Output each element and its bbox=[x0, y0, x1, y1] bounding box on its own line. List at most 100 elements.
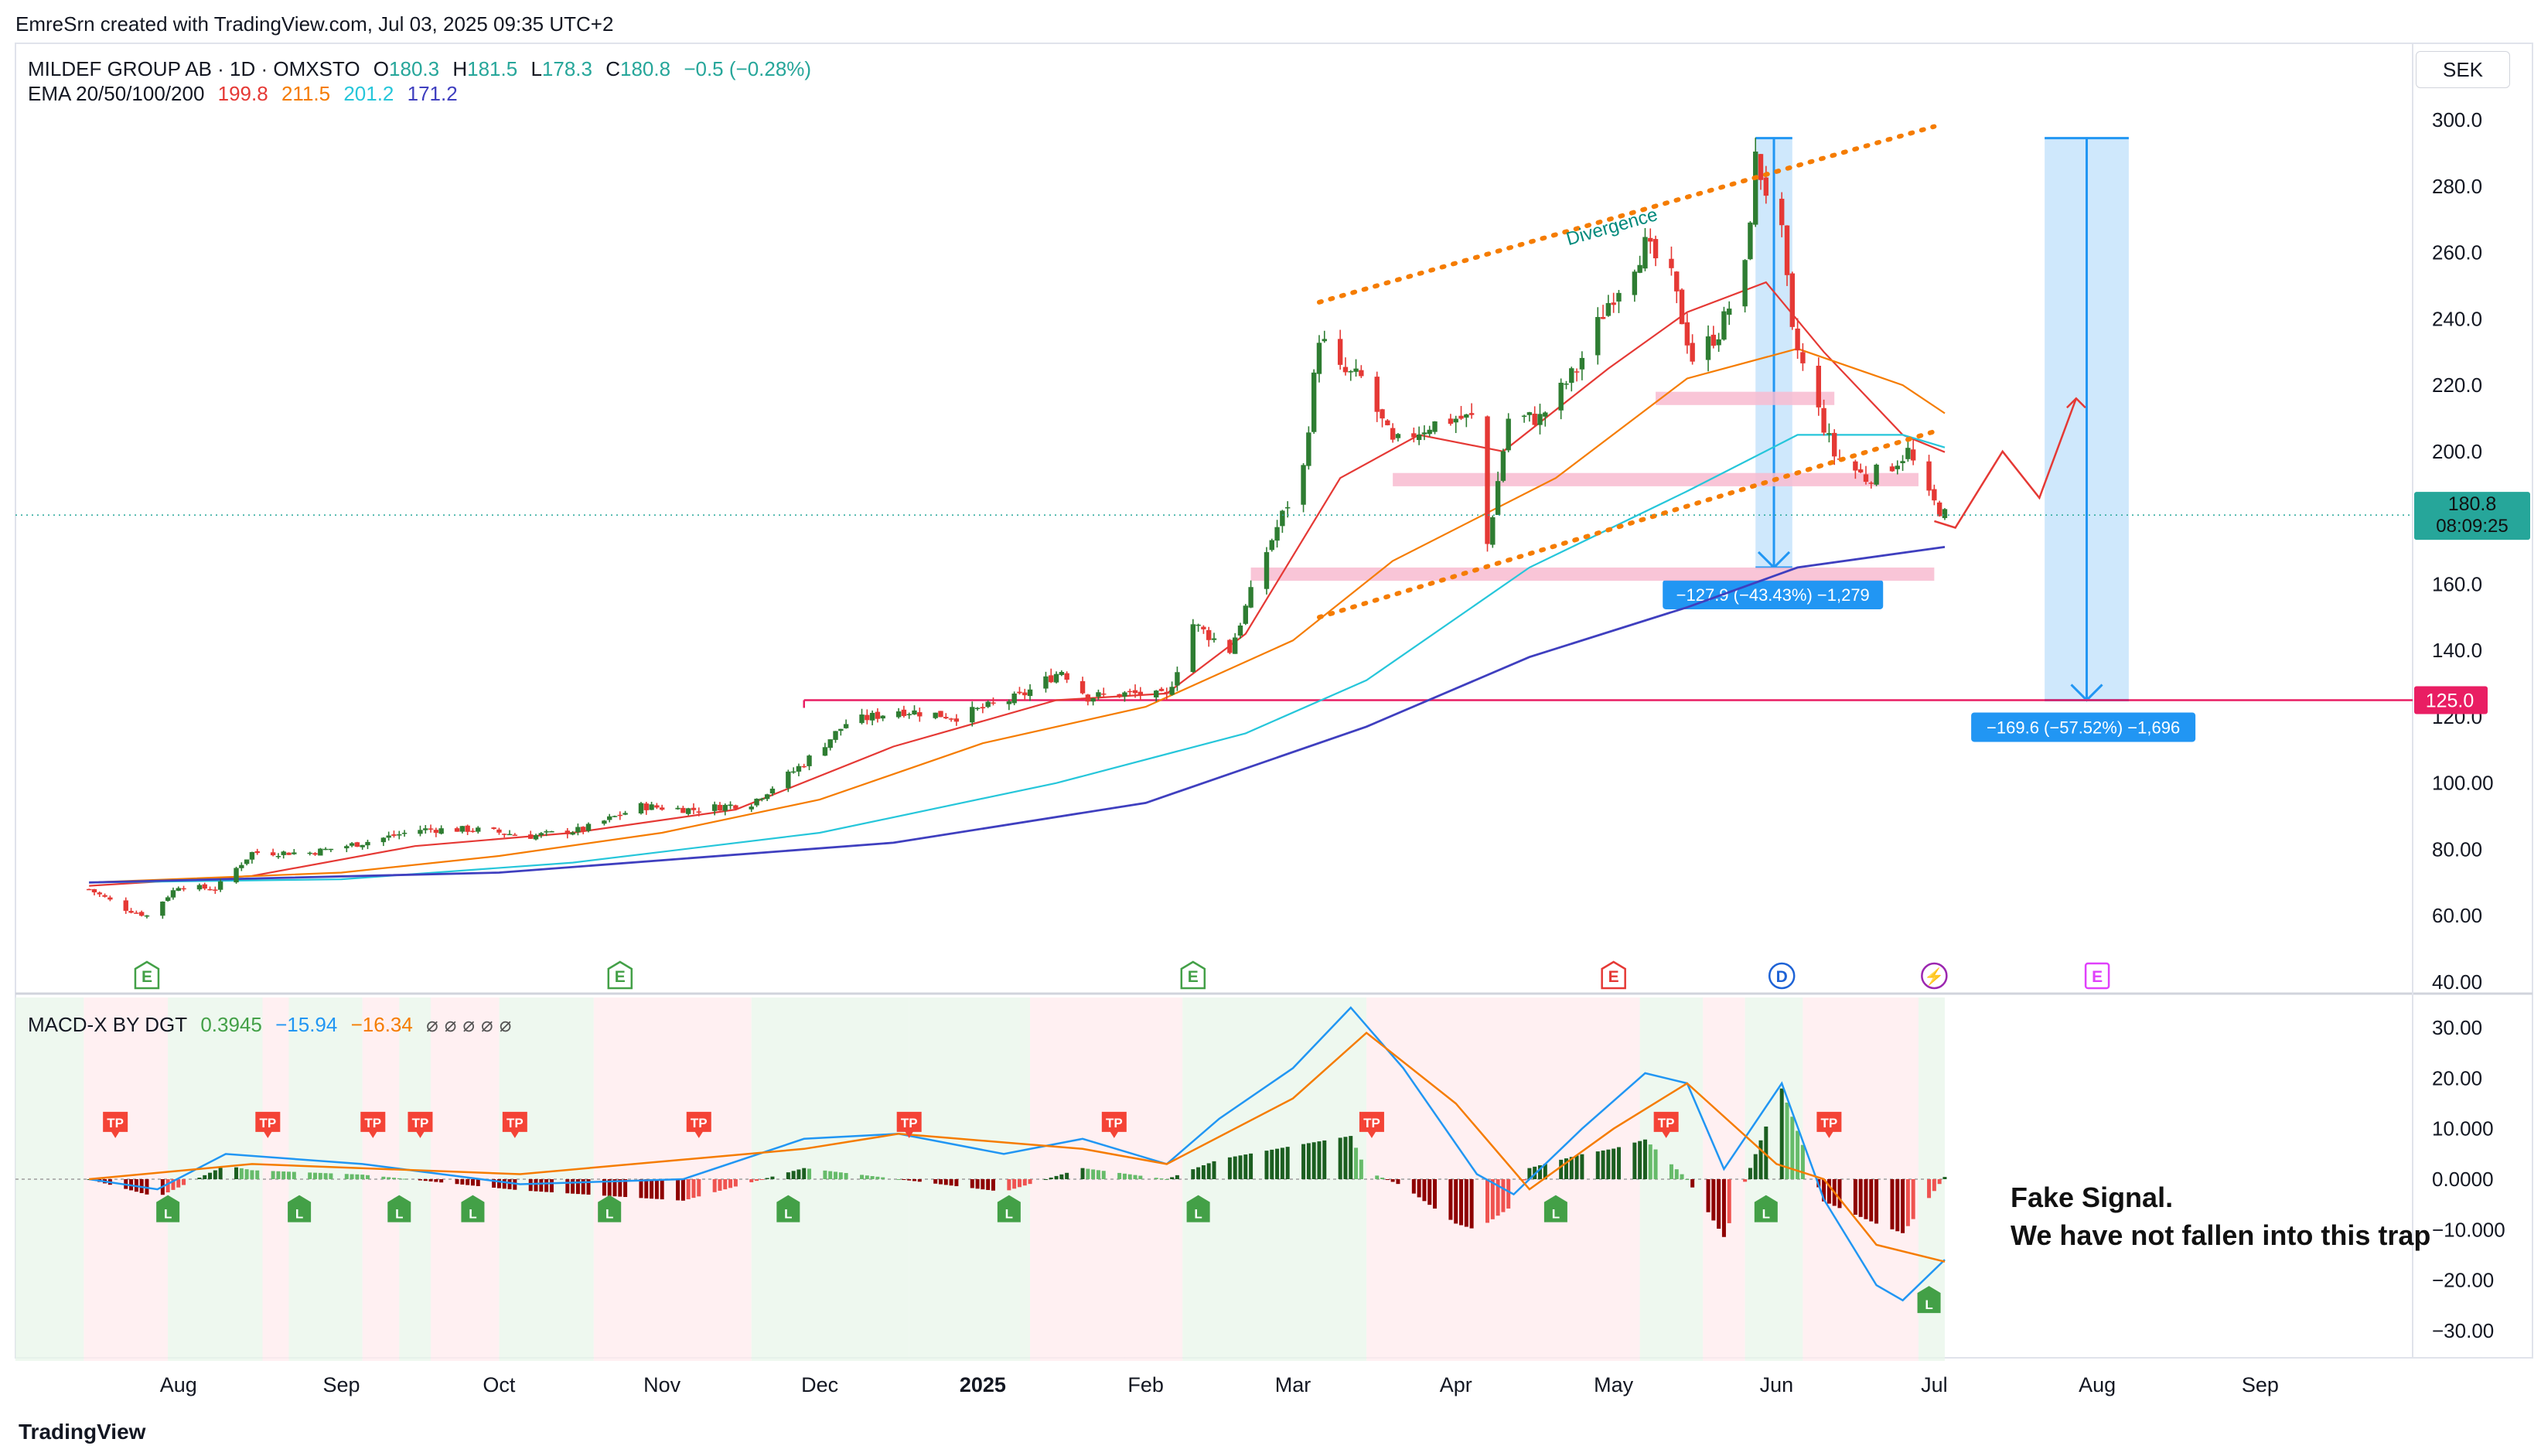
macd-histogram-bar bbox=[1501, 1179, 1506, 1212]
macd-legend[interactable]: MACD-X BY DGT 0.3945 −15.94 −16.34 ⌀⌀⌀⌀⌀ bbox=[28, 1013, 517, 1037]
macd-histogram-bar bbox=[1101, 1171, 1106, 1179]
candle-body bbox=[401, 832, 408, 834]
ema-legend[interactable]: EMA 20/50/100/200 199.8 211.5 201.2 171.… bbox=[28, 82, 458, 106]
macd-histogram-bar bbox=[1065, 1172, 1069, 1179]
event-marker: E bbox=[607, 960, 633, 990]
event-marker-label: E bbox=[1608, 968, 1619, 986]
time-tick-label: Aug bbox=[160, 1373, 197, 1396]
time-tick-label: Sep bbox=[2242, 1373, 2279, 1396]
macd-histogram-bar bbox=[828, 1171, 833, 1179]
l-marker-shape bbox=[1917, 1286, 1941, 1314]
macd-histogram-bar bbox=[165, 1179, 170, 1193]
macd-histogram-bar bbox=[1911, 1179, 1915, 1219]
macd-histogram-bar bbox=[1275, 1148, 1280, 1179]
macd-histogram-bar bbox=[639, 1179, 643, 1199]
candle-body bbox=[1264, 552, 1270, 589]
macd-histogram-bar bbox=[1537, 1165, 1542, 1179]
price-axis: 300.0280.0260.0240.0220.0200.0180.0160.0… bbox=[2432, 108, 2494, 994]
macd-tick-label: −10.000 bbox=[2432, 1218, 2505, 1241]
divergence-lines bbox=[1316, 124, 1937, 620]
candle-body bbox=[528, 834, 534, 839]
macd-histogram-bar bbox=[838, 1172, 843, 1179]
candle-body bbox=[759, 798, 765, 800]
macd-histogram-bar bbox=[755, 1179, 759, 1182]
candle-body bbox=[1195, 624, 1201, 626]
macd-histogram-bar bbox=[1212, 1161, 1216, 1179]
l-marker: L bbox=[156, 1195, 180, 1222]
macd-histogram-bar bbox=[355, 1174, 360, 1179]
macd-histogram-bar bbox=[981, 1179, 985, 1190]
candle-body bbox=[786, 771, 791, 789]
macd-histogram-bar bbox=[644, 1179, 649, 1199]
macd-histogram-bar bbox=[586, 1179, 591, 1195]
macd-histogram-bar bbox=[917, 1179, 922, 1182]
candle-body bbox=[438, 828, 444, 834]
symbol-legend[interactable]: MILDEF GROUP AB · 1D · OMXSTO O180.3 H18… bbox=[28, 57, 811, 81]
candle-body bbox=[717, 804, 723, 811]
candle-body bbox=[1895, 465, 1900, 469]
candle-body bbox=[1753, 152, 1758, 225]
macd-histogram-bar bbox=[1343, 1137, 1348, 1179]
macd-histogram-bar bbox=[1527, 1168, 1532, 1179]
macd-histogram-bar bbox=[834, 1171, 838, 1179]
macd-histogram-bar bbox=[949, 1179, 953, 1186]
support-zone bbox=[1656, 391, 1835, 405]
candle-body bbox=[144, 915, 150, 917]
macd-histogram-bar bbox=[612, 1179, 617, 1197]
candle-body bbox=[1506, 418, 1511, 451]
candle-body bbox=[1006, 701, 1012, 704]
time-tick-label: Jun bbox=[1760, 1373, 1794, 1396]
macd-histogram-bar bbox=[1727, 1179, 1731, 1223]
macd-histogram-bar bbox=[1711, 1179, 1716, 1221]
macd-histogram-bar bbox=[1559, 1159, 1564, 1179]
macd-histogram-bar bbox=[1165, 1179, 1169, 1180]
candle-body bbox=[1690, 343, 1695, 362]
macd-histogram-bar bbox=[1133, 1175, 1137, 1179]
candle-body bbox=[1821, 407, 1826, 433]
macd-histogram-bar bbox=[455, 1179, 459, 1185]
macd-histogram-bar bbox=[381, 1176, 386, 1179]
macd-histogram-bar bbox=[476, 1179, 480, 1186]
candle-body bbox=[833, 731, 838, 740]
candle-body bbox=[1564, 384, 1569, 385]
tp-marker: TP bbox=[103, 1111, 128, 1138]
ohlc-o-key: O bbox=[373, 57, 390, 80]
macd-histogram-bar bbox=[1612, 1148, 1616, 1179]
legend-hidden-icons[interactable]: ⌀⌀⌀⌀⌀ bbox=[426, 1013, 518, 1036]
l-marker-label: L bbox=[1194, 1207, 1202, 1222]
macd-histogram-bar bbox=[1349, 1136, 1353, 1179]
l-marker-shape bbox=[1543, 1195, 1567, 1222]
macd-histogram-bar bbox=[423, 1179, 428, 1182]
currency-button[interactable]: SEK bbox=[2416, 51, 2510, 88]
candle-body bbox=[1427, 429, 1432, 435]
candle-body bbox=[1826, 433, 1832, 435]
macd-histogram-bar bbox=[575, 1179, 580, 1195]
tp-marker-shape bbox=[686, 1111, 711, 1138]
candle-body bbox=[170, 890, 176, 898]
candle-body bbox=[307, 852, 312, 854]
macd-histogram-bar bbox=[1043, 1179, 1048, 1180]
tp-marker-shape bbox=[896, 1111, 922, 1138]
event-marker-label: E bbox=[142, 968, 152, 986]
macd-histogram-bar bbox=[1485, 1179, 1490, 1223]
macd-histogram-bar bbox=[1717, 1179, 1721, 1229]
price-tick-label: 160.0 bbox=[2432, 572, 2482, 595]
l-marker-label: L bbox=[784, 1207, 792, 1222]
candle-body bbox=[454, 828, 460, 832]
candle-body bbox=[270, 852, 276, 856]
candle-body bbox=[691, 807, 697, 810]
macd-histogram-bar bbox=[896, 1179, 901, 1180]
candle-body bbox=[1306, 432, 1311, 466]
l-marker: L bbox=[776, 1195, 800, 1222]
tp-marker: TP bbox=[360, 1111, 386, 1138]
candle-body bbox=[281, 851, 286, 855]
candle-body bbox=[838, 728, 844, 731]
candle-body bbox=[912, 710, 917, 714]
l-marker-shape bbox=[156, 1195, 180, 1222]
candle-body bbox=[1748, 222, 1753, 260]
candle-body bbox=[1853, 461, 1858, 471]
candle-body bbox=[1085, 694, 1091, 702]
candle-body bbox=[254, 851, 260, 854]
tp-marker: TP bbox=[1653, 1111, 1679, 1138]
measure-label-box bbox=[1663, 579, 1884, 609]
